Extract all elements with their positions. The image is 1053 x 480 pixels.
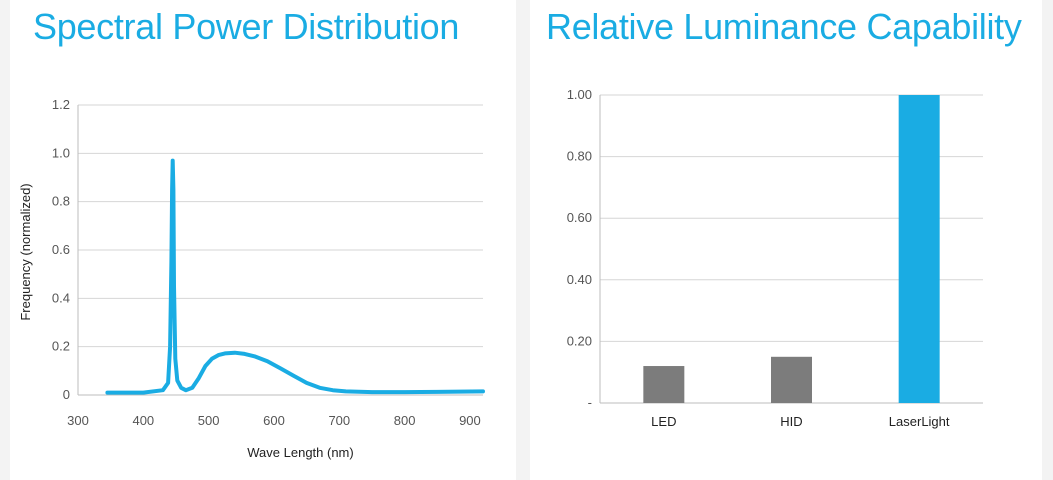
y-tick-label: 0.2 — [52, 339, 70, 354]
bar-hid — [771, 356, 812, 403]
y-tick-label: 0.20 — [567, 333, 592, 348]
x-category-label: LED — [651, 414, 676, 429]
y-tick-label: 0.8 — [52, 194, 70, 209]
x-tick-label: 800 — [394, 413, 416, 428]
luminance-chart-title: Relative Luminance Capability — [546, 6, 1022, 47]
bar-laserlight — [898, 95, 940, 403]
x-tick-label: 600 — [263, 413, 285, 428]
y-tick-label: - — [588, 395, 592, 410]
y-tick-label: 0 — [63, 387, 70, 402]
x-tick-label: 700 — [328, 413, 350, 428]
y-tick-label: 0.60 — [567, 210, 592, 225]
y-tick-label: 0.6 — [52, 242, 70, 257]
bar-led — [643, 366, 685, 403]
spectral-power-chart: 0 0.2 0.4 0.6 0.8 1.0 1.2 300 400 500 600 700 800 900… — [18, 97, 485, 460]
x-category-label: HID — [780, 414, 802, 429]
spectral-chart-title: Spectral Power Distribution — [33, 6, 460, 47]
spectral-panel — [10, 0, 516, 480]
x-tick-label: 300 — [67, 413, 89, 428]
relative-luminance-chart: - 0.20 0.40 0.60 0.80 1.00 LED HID LaserLight — [567, 87, 983, 429]
x-axis-label: Wave Length (nm) — [247, 445, 353, 460]
x-tick-label: 400 — [132, 413, 154, 428]
x-category-label: LaserLight — [889, 414, 950, 429]
y-axis-label: Frequency (normalized) — [18, 183, 33, 320]
y-tick-label: 1.2 — [52, 97, 70, 112]
spectrum-line — [105, 158, 485, 395]
y-tick-label: 0.4 — [52, 290, 70, 305]
x-tick-label: 500 — [198, 413, 220, 428]
y-tick-label: 0.40 — [567, 272, 592, 287]
x-tick-label: 900 — [459, 413, 481, 428]
y-tick-label: 0.80 — [567, 149, 592, 164]
y-tick-label: 1.0 — [52, 145, 70, 160]
y-tick-label: 1.00 — [567, 87, 592, 102]
